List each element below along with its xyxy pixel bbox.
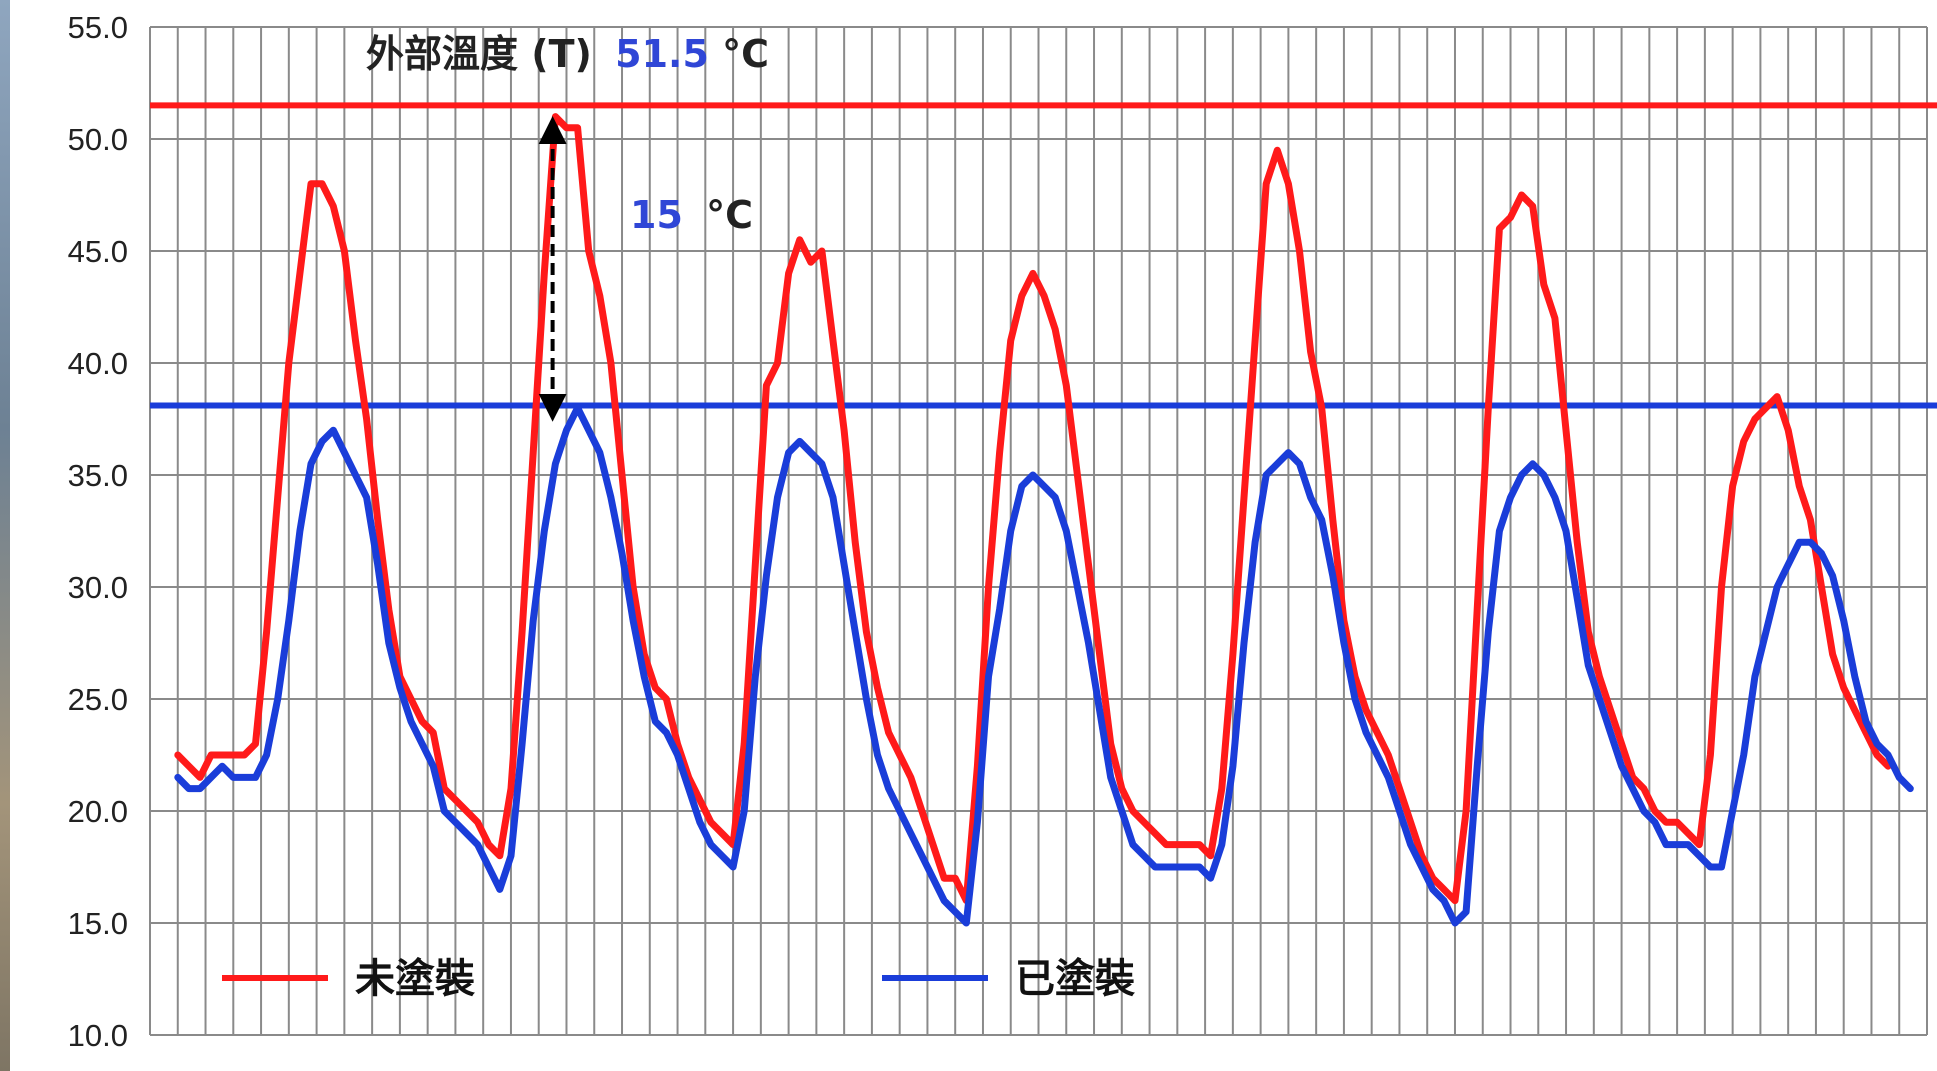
- chart-annotations: 外部溫度 (T) 51.5 °C 15 °C: [366, 32, 769, 422]
- temperature-difference-label: 15 °C: [630, 193, 753, 237]
- y-axis-ticks: 10.0 15.0 20.0 25.0 30.0 35.0 40.0 45.0 50.0 55.0: [68, 10, 128, 1053]
- y-tick-label: 50.0: [68, 122, 128, 157]
- y-tick-label: 15.0: [68, 906, 128, 941]
- chart-grid: [149, 26, 1928, 1036]
- outside-temperature-value: 51.5: [615, 32, 709, 76]
- y-tick-label: 40.0: [68, 346, 128, 381]
- temperature-line-chart: 10.0 15.0 20.0 25.0 30.0 35.0 40.0 45.0 50.0 55.0…: [68, 10, 1937, 1053]
- outside-temperature-unit: °C: [722, 32, 769, 76]
- reference-lines: [150, 102, 1937, 409]
- temperature-difference-unit: °C: [706, 193, 753, 237]
- temperature-difference-value: 15: [630, 193, 683, 237]
- y-tick-label: 45.0: [68, 234, 128, 269]
- y-tick-label: 10.0: [68, 1018, 128, 1053]
- outside-temperature-caption: 外部溫度 (T): [366, 32, 592, 76]
- outside-temperature-label: 外部溫度 (T) 51.5 °C: [366, 32, 769, 76]
- data-series: [174, 113, 1914, 927]
- chart-legend: 未塗裝 已塗裝: [222, 956, 1135, 1002]
- series-line-painted: [174, 404, 1914, 927]
- y-tick-label: 20.0: [68, 794, 128, 829]
- y-tick-label: 55.0: [68, 10, 128, 45]
- legend-label-painted: 已塗裝: [1015, 956, 1135, 1002]
- chart-panel: 10.0 15.0 20.0 25.0 30.0 35.0 40.0 45.0 50.0 55.0…: [10, 0, 1937, 1071]
- legend-label-unpainted: 未塗裝: [355, 956, 475, 1002]
- series-line-unpainted: [174, 113, 1892, 905]
- y-tick-label: 30.0: [68, 570, 128, 605]
- y-tick-label: 25.0: [68, 682, 128, 717]
- y-tick-label: 35.0: [68, 458, 128, 493]
